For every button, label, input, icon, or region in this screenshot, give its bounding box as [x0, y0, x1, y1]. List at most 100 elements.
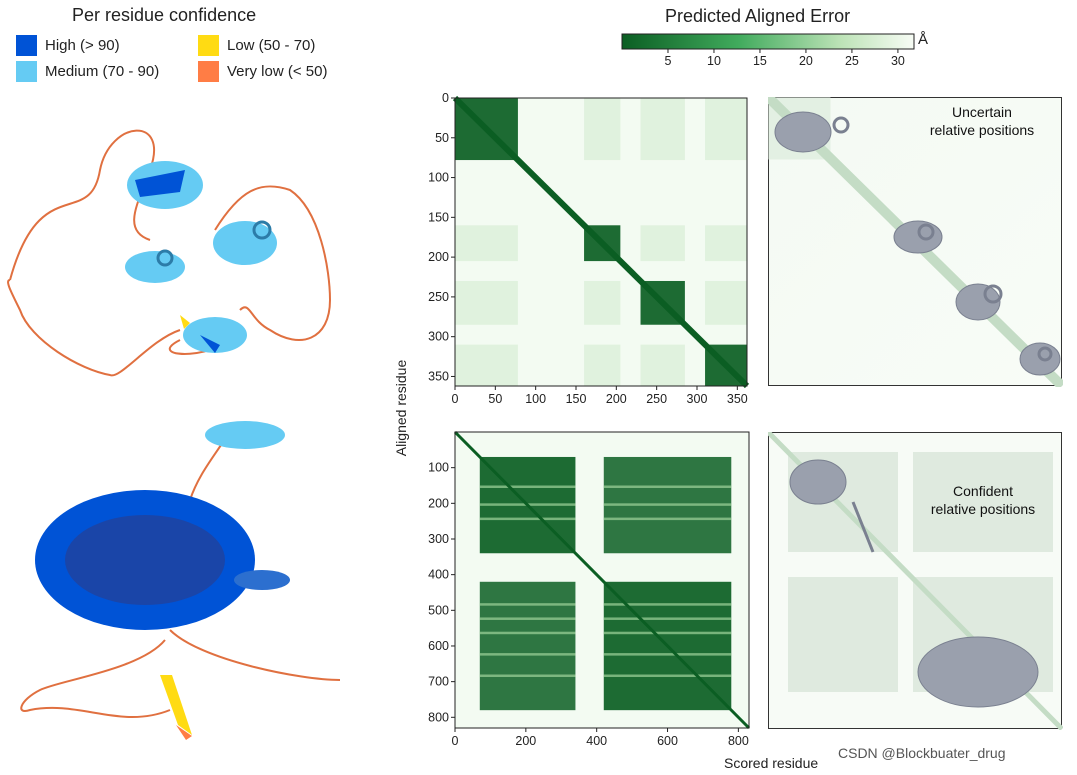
- y-tick-label: 250: [428, 290, 449, 304]
- protein-blob-6: [917, 636, 1039, 708]
- y-tick-label: 400: [428, 568, 449, 582]
- colorbar-tick-label: 25: [845, 54, 859, 68]
- heatmap-stripe: [603, 631, 732, 635]
- heatmap-offdiag-block: [479, 581, 576, 711]
- heatmap-offdiag-block: [640, 98, 685, 161]
- protein-blob-5: [789, 459, 875, 553]
- y-tick-label: 150: [428, 210, 449, 224]
- annotation-uncertain-line1: Uncertain: [952, 104, 1012, 120]
- x-tick-label: 150: [566, 392, 587, 406]
- annotation-uncertain: Uncertain relative positions: [912, 103, 1052, 139]
- legend-swatch-high: [16, 35, 37, 56]
- disordered-loops: [7, 129, 332, 377]
- x-tick-label: 100: [525, 392, 546, 406]
- colorbar-tick-label: 20: [799, 54, 813, 68]
- colorbar-tick-label: 30: [891, 54, 905, 68]
- heatmap-offdiag-block: [455, 344, 518, 386]
- legend-title: Per residue confidence: [72, 5, 257, 25]
- heatmap-stripe: [603, 617, 732, 620]
- pae-title: Predicted Aligned Error: [665, 6, 851, 26]
- x-tick-label: 200: [606, 392, 627, 406]
- legend-swatch-low: [198, 35, 219, 56]
- y-tick-label: 300: [428, 330, 449, 344]
- x-tick-label: 0: [452, 392, 459, 406]
- colorbar-unit: Å: [918, 31, 929, 48]
- y-tick-label: 700: [428, 675, 449, 689]
- domain-4: [180, 315, 247, 353]
- heatmap-stripe: [603, 653, 732, 656]
- colorbar-ticks: 5 10 15 20 25 30: [665, 49, 905, 68]
- heatmap-stripe: [603, 603, 732, 606]
- x-tick-label: 50: [488, 392, 502, 406]
- legend-item-low: Low (50 - 70): [198, 35, 315, 56]
- legend-swatch-medium: [16, 61, 37, 82]
- heatmap-stripe: [603, 674, 732, 678]
- low-confidence-helix: [160, 675, 192, 735]
- heatmap-diagonal: [452, 95, 750, 389]
- domain-3: [213, 220, 277, 265]
- protein-blob-4: [1019, 342, 1061, 376]
- y-tick-label: 300: [428, 532, 449, 546]
- structure-panel-top: [768, 97, 1063, 387]
- x-tick-label: 250: [646, 392, 667, 406]
- heatmap-offdiag-block: [705, 225, 747, 262]
- y-tick-label: 800: [428, 710, 449, 724]
- pae-colorbar: 5 10 15 20 25 30: [621, 33, 915, 68]
- protein-blob-1: [774, 111, 850, 153]
- protein-blob-2: [893, 220, 943, 254]
- heatmap-stripe: [479, 617, 576, 620]
- heatmap-stripe: [603, 485, 732, 488]
- heatmap-offdiag-block: [584, 98, 621, 161]
- x-axis-label: Scored residue: [724, 755, 819, 771]
- x-tick-label: 600: [657, 734, 678, 748]
- helix-right: [234, 570, 290, 590]
- heatmap-stripe: [603, 503, 732, 506]
- domain-1: [127, 161, 203, 209]
- heatmap-stripe: [479, 674, 576, 678]
- heatmap-stripe: [479, 603, 576, 606]
- very-low-confidence-helix: [176, 725, 192, 740]
- domain-2: [125, 249, 185, 283]
- y-tick-label: 500: [428, 603, 449, 617]
- heatmap-offdiag-block: [705, 98, 747, 161]
- y-tick-label: 100: [428, 171, 449, 185]
- watermark: CSDN @Blockbuater_drug: [838, 745, 1006, 761]
- protein-structure-top: [7, 129, 332, 377]
- heatmap-frame: [454, 97, 748, 387]
- heatmap-frame: [454, 431, 750, 729]
- heatmap-offdiag-block: [640, 344, 685, 386]
- heatmap-offdiag-block: [584, 280, 621, 325]
- y-tick-label: 100: [428, 461, 449, 475]
- y-tick-label: 50: [435, 131, 449, 145]
- helix-domain-top: [205, 421, 285, 449]
- legend-item-very-low: Very low (< 50): [198, 61, 327, 82]
- x-tick-label: 0: [452, 734, 459, 748]
- protein-blob-3: [955, 283, 1003, 321]
- legend-label-high: High (> 90): [45, 37, 120, 54]
- colorbar-tick-label: 10: [707, 54, 721, 68]
- legend-label-very-low: Very low (< 50): [227, 63, 328, 80]
- colorbar-tick-label: 15: [753, 54, 767, 68]
- x-tick-label: 300: [687, 392, 708, 406]
- legend-swatch-very-low: [198, 61, 219, 82]
- heatmap-diagonal: [453, 430, 751, 730]
- y-tick-label: 200: [428, 250, 449, 264]
- annotation-confident-line1: Confident: [953, 483, 1013, 499]
- heatmap-stripe: [479, 485, 576, 488]
- x-tick-label: 400: [586, 734, 607, 748]
- heatmap-offdiag-block: [705, 280, 747, 325]
- legend-label-low: Low (50 - 70): [227, 37, 316, 54]
- annotation-confident: Confident relative positions: [911, 482, 1055, 518]
- core-domain-inner: [65, 515, 225, 605]
- structure-panel-bottom: [768, 432, 1063, 730]
- x-tick-label: 350: [727, 392, 748, 406]
- x-tick-label: 800: [728, 734, 749, 748]
- heatmap-offdiag-block: [584, 344, 621, 386]
- annotation-uncertain-line2: relative positions: [929, 122, 1035, 138]
- pae-heatmap-top: 0 50 100 150 200 250 300 3500501001502002503003…: [428, 91, 750, 406]
- y-tick-label: 350: [428, 369, 449, 383]
- heatmap-stripe: [603, 517, 732, 521]
- heatmap-offdiag-block: [455, 280, 518, 325]
- panel-bottom-block-2: [913, 452, 1053, 552]
- legend-label-medium: Medium (70 - 90): [45, 63, 160, 80]
